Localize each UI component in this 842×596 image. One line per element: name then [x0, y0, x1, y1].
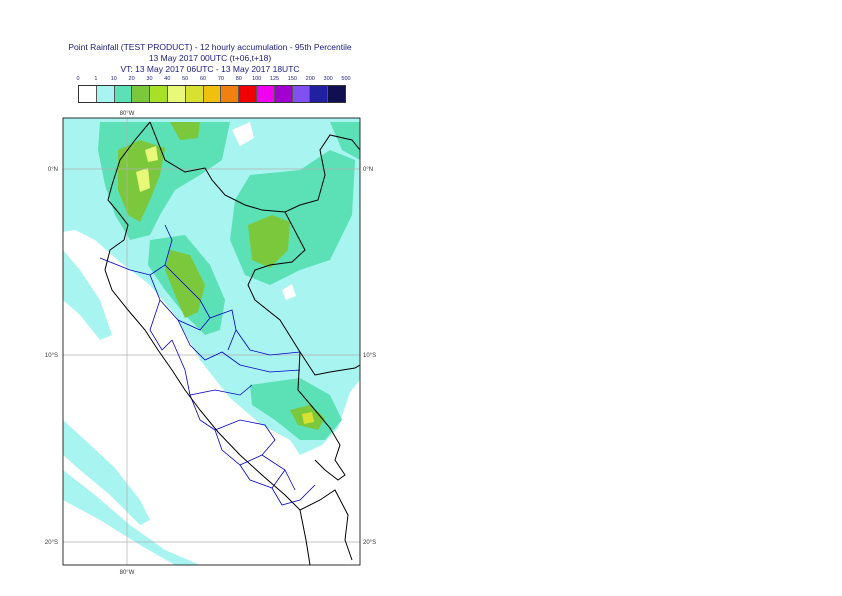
legend-tick-label: 125 — [269, 76, 280, 82]
map-title: Point Rainfall (TEST PRODUCT) - 12 hourl… — [60, 42, 360, 75]
legend-swatch — [274, 86, 293, 102]
lat-label-left-10s: 10°S — [45, 353, 58, 359]
legend-swatch — [310, 86, 329, 102]
legend-swatch — [292, 86, 311, 102]
legend-tick-labels: 0 1 10 20 30 40 50 60 70 80 100 125 150 200 300 500 — [76, 76, 350, 85]
legend-swatch — [167, 86, 186, 102]
legend-tick-label: 50 — [182, 76, 189, 82]
lat-label-left-0: 0°N — [48, 167, 58, 173]
rain-field-moderate-ne — [330, 122, 360, 160]
title-line-1: Point Rainfall (TEST PRODUCT) - 12 hourl… — [68, 42, 352, 52]
regional-borders — [99, 224, 316, 506]
legend-tick-label: 70 — [217, 76, 224, 82]
legend-swatch — [150, 86, 168, 102]
color-legend: 0 1 10 20 30 40 50 60 70 80 100 125 150 200 300 500 — [76, 76, 351, 103]
legend-tick-label: 20 — [128, 76, 135, 82]
rain-field-intense-3 — [302, 412, 314, 424]
legend-tick-label: 60 — [200, 76, 207, 82]
dry-patch-1 — [232, 122, 254, 146]
legend-tick-label: 80 — [235, 76, 242, 82]
legend-swatch — [114, 86, 133, 102]
legend-color-bar — [78, 85, 346, 103]
lat-label-right-10s: 10°S — [363, 353, 376, 359]
lon-label-bottom: 80°W — [120, 570, 135, 576]
legend-tick-label: 200 — [305, 76, 315, 82]
rain-field-heavy-east — [248, 215, 290, 268]
legend-swatch — [203, 86, 222, 102]
legend-tick-label: 300 — [323, 76, 333, 82]
title-line-3: VT: 13 May 2017 06UTC - 13 May 2017 18UT… — [120, 64, 300, 74]
coastline-and-borders — [104, 121, 360, 565]
lat-label-left-20s: 20°S — [45, 540, 58, 546]
legend-swatch — [239, 86, 257, 102]
rain-field-light-ocean-1 — [63, 250, 112, 340]
legend-swatch — [221, 86, 240, 102]
legend-tick-label: 500 — [341, 76, 351, 82]
legend-tick-label: 100 — [252, 76, 262, 82]
rain-field-intense-1 — [136, 168, 150, 192]
title-line-2: 13 May 2017 00UTC (t+06,t+18) — [148, 53, 272, 63]
legend-swatch — [328, 86, 345, 102]
rain-field-heavy-top — [170, 122, 200, 140]
legend-swatch — [132, 86, 151, 102]
legend-tick-label: 10 — [110, 76, 117, 82]
legend-tick-label: 150 — [287, 76, 297, 82]
dry-patch-2 — [282, 284, 296, 300]
lat-label-right-20s: 20°S — [363, 540, 376, 546]
lon-label-top: 80°W — [120, 111, 135, 117]
rain-field-intense-2 — [145, 146, 158, 162]
legend-swatch — [96, 86, 115, 102]
rain-field-heavy-central — [165, 250, 205, 318]
legend-tick-label: 40 — [164, 76, 171, 82]
rain-field-light-ocean-2 — [63, 420, 150, 525]
legend-swatch — [256, 86, 275, 102]
legend-tick-label: 0 — [76, 76, 80, 82]
legend-tick-label: 30 — [146, 76, 153, 82]
legend-tick-label: 1 — [94, 76, 98, 82]
legend-swatch — [79, 86, 97, 102]
map-frame — [62, 117, 361, 566]
lat-label-right-0: 0°N — [363, 167, 373, 173]
legend-swatch — [185, 86, 204, 102]
